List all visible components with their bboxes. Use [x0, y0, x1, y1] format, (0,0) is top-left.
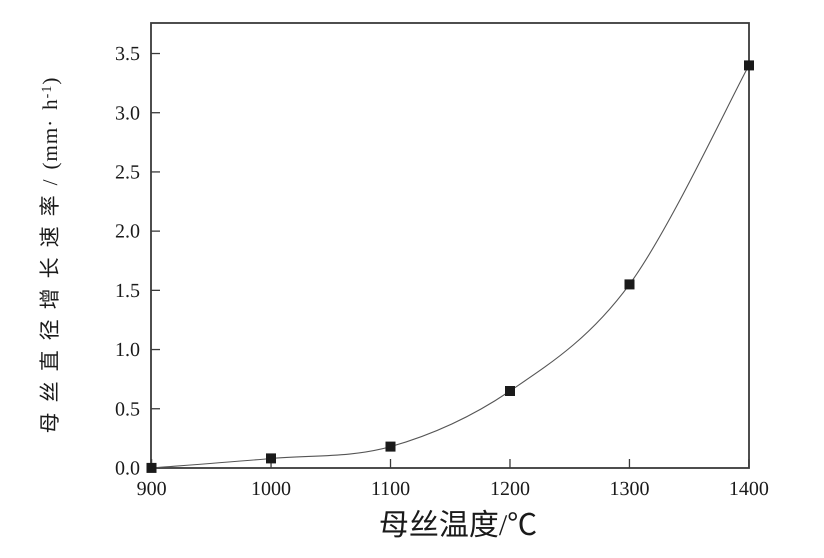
svg-text:1.0: 1.0 [115, 339, 140, 361]
svg-text:2.0: 2.0 [115, 221, 140, 243]
svg-text:3.0: 3.0 [115, 102, 140, 124]
svg-text:1300: 1300 [609, 478, 649, 500]
svg-text:900: 900 [137, 478, 167, 500]
svg-text:1000: 1000 [251, 478, 291, 500]
svg-text:0.0: 0.0 [115, 458, 140, 480]
svg-text:1400: 1400 [729, 478, 769, 500]
svg-text:2.5: 2.5 [115, 162, 140, 184]
svg-text:3.5: 3.5 [115, 43, 140, 65]
svg-text:0.5: 0.5 [115, 398, 140, 420]
svg-text:母丝直径增长速率/(mm·h-1): 母丝直径增长速率/(mm·h-1) [38, 77, 62, 434]
svg-text:1200: 1200 [490, 478, 530, 500]
svg-text:1100: 1100 [371, 478, 410, 500]
svg-text:1.5: 1.5 [115, 280, 140, 302]
svg-text:母丝温度/℃: 母丝温度/℃ [379, 509, 537, 542]
